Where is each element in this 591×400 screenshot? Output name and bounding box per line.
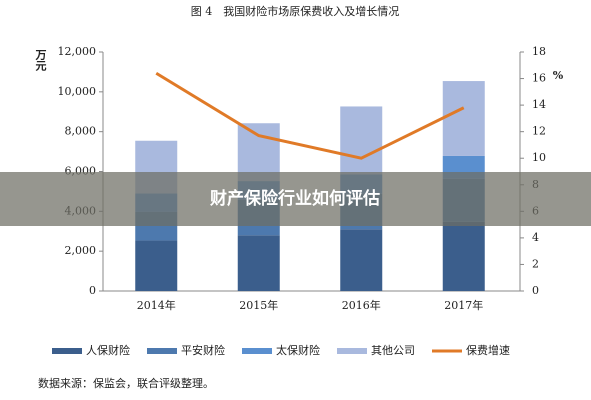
bar-segment [135,240,178,291]
y-tick-label: 0 [89,284,96,297]
legend-label: 人保财险 [86,343,130,357]
y2-tick-label: 4 [532,231,539,244]
banner [0,172,591,226]
y2-tick-label: 14 [532,98,546,111]
bar-segment [237,235,280,291]
source-note: 数据来源：保监会，联合评级整理。 [38,376,214,390]
x-tick-label: 2014年 [137,298,176,312]
x-tick-label: 2015年 [239,298,278,312]
legend-swatch [337,348,367,354]
bar-segment [442,81,485,156]
y2-tick-label: 16 [532,72,546,85]
y2-tick-label: 12 [532,125,546,138]
y2-tick-label: 10 [532,151,546,164]
bar-segment [340,229,383,291]
bar-segment [237,123,280,182]
y2-tick-label: 18 [532,45,546,58]
legend-swatch [147,348,177,354]
y-axis-label: 万元 [34,49,48,72]
legend-label: 太保财险 [276,343,320,357]
y2-tick-label: 2 [532,257,539,270]
y-tick-label: 2,000 [65,244,97,257]
legend-label: 平安财险 [181,343,225,357]
y2-tick-label: 0 [532,284,539,297]
banner-text: 财产保险行业如何评估 [209,188,380,209]
x-tick-label: 2017年 [444,298,483,312]
bar-segment [340,106,383,175]
x-tick-label: 2016年 [342,298,381,312]
legend-label: 其他公司 [371,344,415,357]
y-tick-label: 12,000 [58,45,97,58]
legend-swatch [242,348,272,354]
growth-line [155,71,465,160]
legend-label: 保费增速 [466,343,510,357]
bar-segment [442,221,485,291]
y-tick-label: 8,000 [65,125,97,138]
y2-axis-label: % [553,69,564,82]
legend-swatch [52,348,82,354]
chart-title: 图 4 我国财险市场原保费收入及增长情况 [191,4,400,18]
y-tick-label: 10,000 [58,85,97,98]
